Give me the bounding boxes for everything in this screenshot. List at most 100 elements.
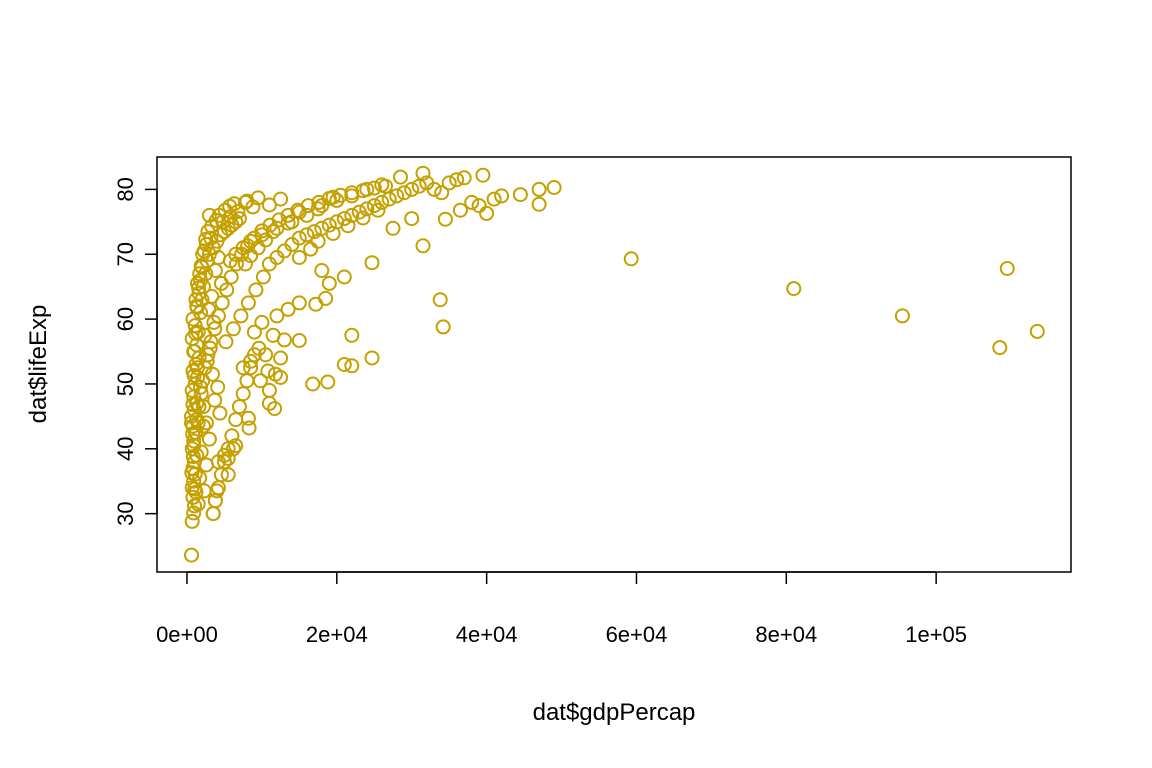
data-point bbox=[212, 405, 228, 421]
data-point bbox=[432, 292, 448, 308]
data-point bbox=[336, 269, 352, 285]
data-point bbox=[318, 290, 334, 306]
data-point bbox=[240, 410, 256, 426]
data-point bbox=[189, 299, 205, 315]
data-point bbox=[191, 280, 207, 296]
data-point bbox=[193, 379, 208, 395]
y-axis-title: dat$lifeExp bbox=[25, 305, 52, 424]
data-point bbox=[219, 282, 235, 298]
data-point bbox=[239, 373, 255, 389]
data-point bbox=[364, 350, 380, 366]
data-point bbox=[261, 395, 277, 411]
data-point bbox=[187, 344, 202, 359]
data-point bbox=[291, 250, 307, 265]
data-point bbox=[320, 374, 336, 390]
data-point bbox=[231, 211, 247, 227]
x-tick-label: 1e+05 bbox=[905, 622, 967, 647]
data-point bbox=[355, 210, 371, 226]
data-point bbox=[248, 282, 264, 298]
data-point bbox=[267, 401, 283, 417]
data-point bbox=[210, 454, 226, 470]
data-point bbox=[210, 308, 226, 324]
y-tick-label: 50 bbox=[113, 372, 138, 396]
data-point bbox=[415, 165, 431, 181]
data-point bbox=[187, 481, 203, 497]
data-point bbox=[225, 321, 241, 337]
data-point bbox=[186, 505, 202, 521]
data-point bbox=[250, 240, 266, 256]
data-point bbox=[207, 392, 223, 408]
data-point bbox=[999, 261, 1015, 276]
y-tick-label: 70 bbox=[113, 242, 138, 266]
data-point bbox=[273, 191, 289, 207]
data-point bbox=[411, 178, 427, 194]
data-point bbox=[280, 215, 296, 231]
data-point bbox=[228, 438, 244, 454]
data-point bbox=[218, 334, 234, 350]
x-axis: 0e+00 2e+04 4e+04 6e+04 8e+04 1e+05 bbox=[156, 571, 967, 647]
data-point bbox=[186, 433, 202, 449]
data-point bbox=[240, 295, 256, 311]
data-point bbox=[187, 318, 203, 334]
data-point bbox=[203, 334, 219, 350]
data-point bbox=[389, 188, 405, 204]
data-point bbox=[378, 178, 393, 194]
data-point bbox=[210, 379, 226, 395]
data-point bbox=[314, 198, 330, 214]
data-point bbox=[321, 275, 337, 291]
data-point bbox=[306, 224, 322, 240]
data-point bbox=[370, 202, 386, 218]
data-point bbox=[434, 185, 450, 201]
data-point bbox=[531, 181, 547, 197]
data-point bbox=[366, 198, 382, 214]
data-point bbox=[260, 363, 276, 379]
data-point bbox=[184, 465, 200, 481]
data-point bbox=[344, 358, 360, 374]
data-point bbox=[623, 251, 639, 267]
data-point bbox=[255, 269, 271, 285]
x-axis-title: dat$gdpPercap bbox=[533, 699, 696, 726]
data-point bbox=[195, 246, 211, 262]
data-point bbox=[340, 218, 356, 234]
data-point bbox=[494, 188, 510, 204]
data-point bbox=[205, 506, 221, 522]
data-points bbox=[184, 165, 1045, 563]
data-point bbox=[310, 233, 326, 249]
data-point bbox=[258, 347, 274, 363]
data-point bbox=[261, 197, 277, 213]
data-point bbox=[235, 386, 251, 402]
data-point bbox=[437, 211, 453, 227]
data-point bbox=[254, 314, 270, 330]
data-point bbox=[269, 308, 285, 324]
data-point bbox=[223, 269, 239, 285]
data-point bbox=[355, 183, 371, 199]
data-point bbox=[184, 547, 199, 563]
data-point bbox=[512, 187, 528, 203]
data-point bbox=[546, 180, 562, 195]
data-point bbox=[237, 194, 253, 210]
data-point bbox=[786, 281, 802, 297]
data-point bbox=[273, 350, 289, 366]
data-point bbox=[308, 296, 324, 312]
data-point bbox=[396, 185, 412, 201]
data-point bbox=[486, 191, 502, 207]
data-point bbox=[1029, 323, 1045, 339]
data-point bbox=[193, 258, 209, 274]
data-point bbox=[303, 241, 319, 257]
data-point bbox=[531, 196, 547, 212]
x-tick-label: 8e+04 bbox=[755, 622, 817, 647]
data-point bbox=[198, 231, 214, 247]
data-point bbox=[198, 457, 214, 473]
data-point bbox=[321, 217, 337, 233]
data-point bbox=[471, 198, 487, 214]
y-tick-label: 60 bbox=[113, 307, 138, 331]
data-point bbox=[344, 207, 360, 223]
data-point bbox=[344, 185, 360, 201]
data-point bbox=[207, 493, 223, 509]
data-point bbox=[404, 181, 420, 197]
data-point bbox=[185, 397, 201, 413]
data-point bbox=[426, 181, 442, 197]
data-point bbox=[280, 301, 296, 317]
data-point bbox=[235, 360, 251, 376]
